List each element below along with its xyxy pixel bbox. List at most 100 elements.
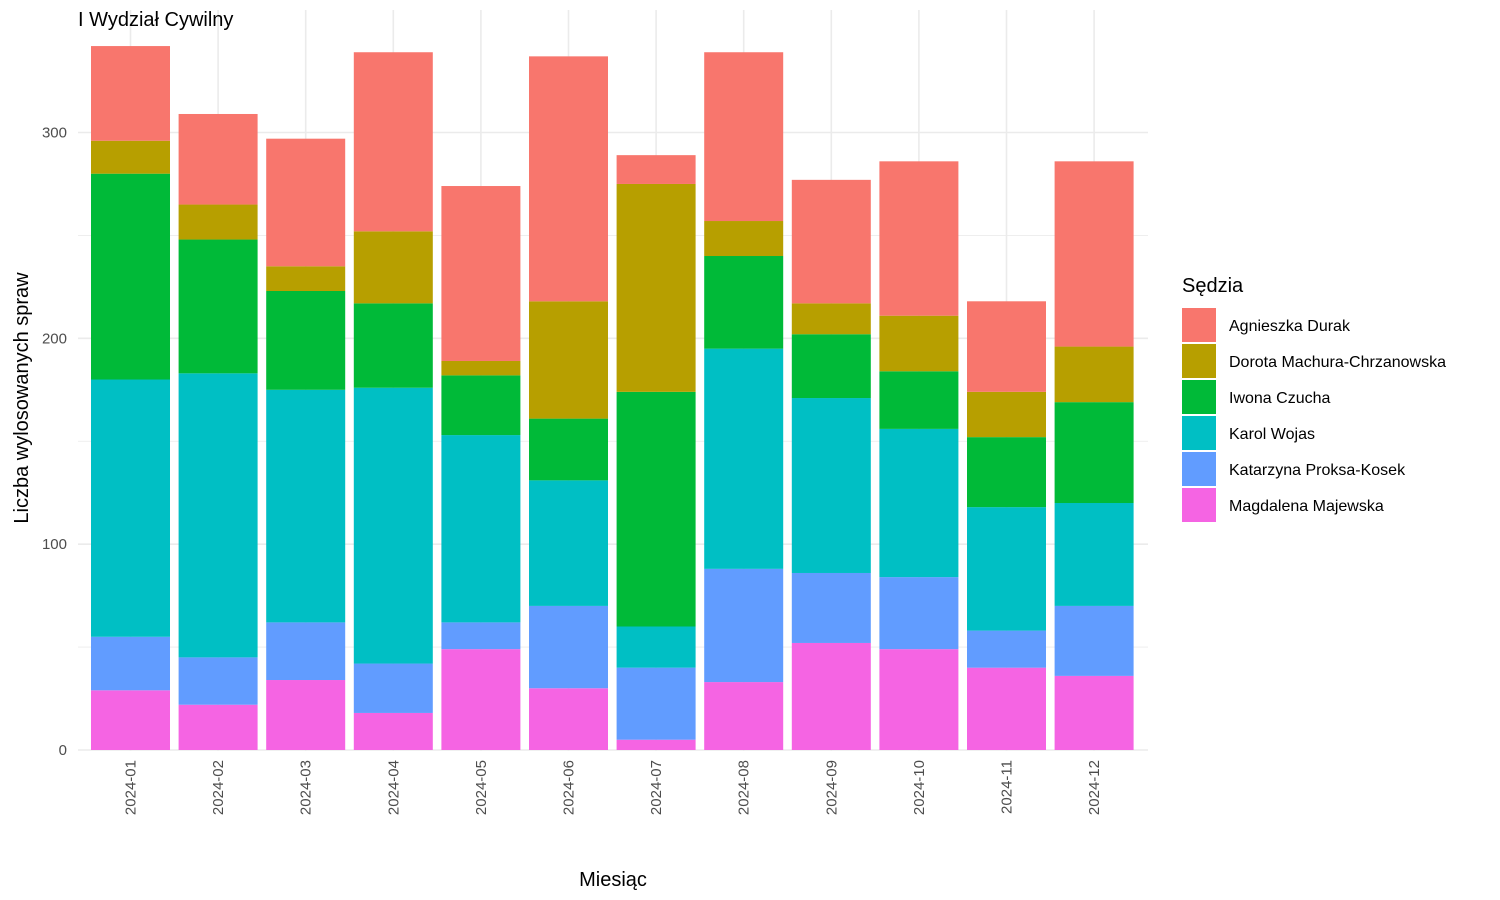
bar-segment <box>441 186 521 361</box>
bar-segment <box>353 712 433 750</box>
bar-segment <box>266 266 346 291</box>
bar-segment <box>879 428 959 578</box>
bar-segment <box>791 303 871 335</box>
bar-segment <box>266 680 346 750</box>
bar-segment <box>441 360 521 376</box>
bar-segment <box>704 682 784 750</box>
bar-segment <box>529 418 608 481</box>
bar-segment <box>967 667 1046 750</box>
bar-segment <box>704 348 784 569</box>
y-tick-label: 0 <box>59 742 67 759</box>
x-tick-label: 2024-07 <box>648 760 665 815</box>
bar-segment <box>1054 402 1134 504</box>
legend-swatch <box>1182 308 1216 342</box>
legend: Sędzia Agnieszka Durak Dorota Machura-Chr… <box>1182 275 1446 522</box>
bar-segment <box>353 663 433 713</box>
x-tick-label: 2024-10 <box>911 760 928 815</box>
x-tick-label: 2024-09 <box>823 760 840 815</box>
bar-segment <box>967 437 1046 508</box>
bar-segment <box>967 391 1046 438</box>
chart-title: I Wydział Cywilny <box>78 9 233 31</box>
bar-segment <box>616 391 696 627</box>
bar-segment <box>91 379 170 637</box>
bar-segment <box>791 572 871 643</box>
bar-segment <box>91 46 170 141</box>
legend-swatch <box>1182 380 1216 414</box>
y-axis-title: Liczba wylosowanych spraw <box>11 272 33 524</box>
bar-segment <box>1054 605 1134 676</box>
bar-segment <box>353 52 433 232</box>
bar-segment <box>616 183 696 392</box>
bar-segment <box>704 568 784 683</box>
bar-segment <box>529 688 608 750</box>
bar-segment <box>353 231 433 304</box>
legend-label: Karol Wojas <box>1229 426 1315 443</box>
legend-swatch <box>1182 488 1216 522</box>
bar-segment <box>879 371 959 429</box>
bar-segment <box>1054 346 1134 403</box>
x-tick-label: 2024-06 <box>561 760 578 815</box>
bar-segment <box>353 387 433 664</box>
bar-segment <box>266 138 346 267</box>
bar-segment <box>879 315 959 372</box>
bar-segment <box>441 649 521 750</box>
legend-label: Katarzyna Proksa-Kosek <box>1229 462 1406 479</box>
bar-segment <box>441 435 521 623</box>
bar-segment <box>791 642 871 750</box>
x-tick-labels: 2024-01 2024-02 2024-03 2024-04 2024-05 2024-… <box>123 760 1104 815</box>
bar-segment <box>616 626 696 668</box>
bar-segment <box>91 636 170 691</box>
bar-segment <box>704 256 784 349</box>
x-tick-label: 2024-03 <box>298 760 315 815</box>
bar-segment <box>178 657 258 705</box>
bar-segment <box>879 649 959 750</box>
bar-segment <box>1054 675 1134 750</box>
x-tick-label: 2024-08 <box>736 760 753 815</box>
bar-segment <box>967 507 1046 631</box>
bar-segment <box>266 389 346 623</box>
bar-segment <box>529 605 608 689</box>
bar-segment <box>529 480 608 606</box>
bar-segment <box>791 334 871 399</box>
x-tick-label: 2024-12 <box>1086 760 1103 815</box>
bar-segment <box>879 161 959 316</box>
legend-swatch <box>1182 344 1216 378</box>
y-tick-label: 300 <box>42 125 67 142</box>
bar-segment <box>441 622 521 650</box>
legend-swatch <box>1182 416 1216 450</box>
bar-segment <box>178 204 258 240</box>
bar-segment <box>91 690 170 750</box>
bar-segment <box>967 301 1046 392</box>
legend-label: Dorota Machura-Chrzanowska <box>1229 354 1446 371</box>
y-tick-labels: 0 100 200 300 <box>42 125 67 759</box>
x-tick-label: 2024-04 <box>385 760 402 815</box>
x-tick-label: 2024-01 <box>123 760 140 815</box>
bar-segment <box>266 290 346 390</box>
bar-segment <box>967 630 1046 668</box>
bar-segment <box>91 173 170 380</box>
bar-segment <box>791 179 871 304</box>
legend-label: Agnieszka Durak <box>1229 318 1351 335</box>
bar-segment <box>704 52 784 222</box>
bar-segment <box>616 739 696 750</box>
bar-segment <box>616 667 696 740</box>
bar-segment <box>879 577 959 650</box>
legend-swatch <box>1182 452 1216 486</box>
legend-title: Sędzia <box>1182 275 1244 297</box>
bar-segment <box>178 373 258 658</box>
y-tick-label: 100 <box>42 536 67 553</box>
y-tick-label: 200 <box>42 330 67 347</box>
bar-segment <box>529 56 608 302</box>
bar-segment <box>178 239 258 374</box>
x-tick-label: 2024-02 <box>210 760 227 815</box>
bar-segment <box>441 375 521 436</box>
bar-segment <box>529 301 608 419</box>
bar-segment <box>616 155 696 184</box>
legend-label: Iwona Czucha <box>1229 390 1330 407</box>
bar-segment <box>178 704 258 750</box>
bar-segment <box>91 140 170 174</box>
bar-segment <box>1054 161 1134 347</box>
x-tick-label: 2024-11 <box>999 760 1016 814</box>
bar-segment <box>791 398 871 573</box>
